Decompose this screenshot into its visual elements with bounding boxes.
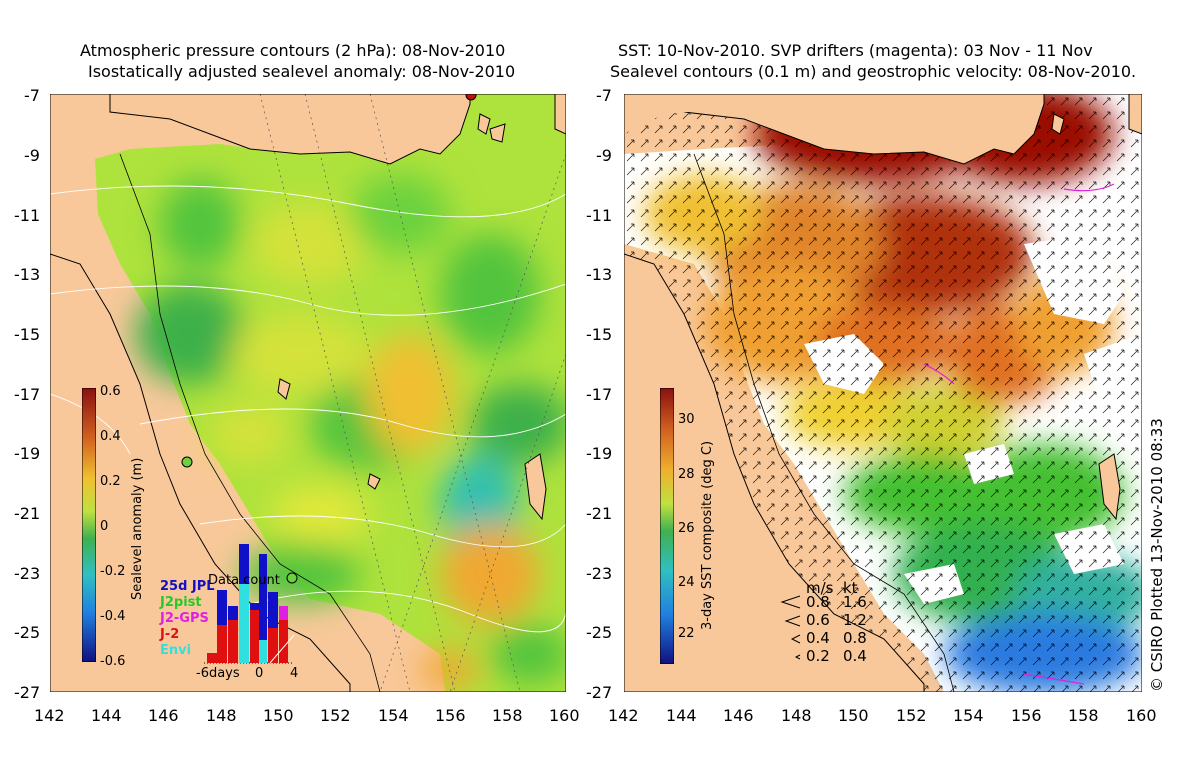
right-y-tick: -25 xyxy=(586,623,613,642)
left-y-tick: -25 xyxy=(14,623,41,642)
sealevel-anomaly-map-graphic xyxy=(49,93,567,693)
sealevel-colorbar-ramp xyxy=(81,387,97,663)
inset-legend-25d-jpl: 25d JPL xyxy=(160,579,215,594)
vector-key-kt-value: 1.6 xyxy=(843,593,867,611)
left-y-tick: -15 xyxy=(14,325,41,344)
left-y-tick: -9 xyxy=(24,146,40,165)
sst-colorbar-tick: 30 xyxy=(678,412,695,427)
data-count-histogram xyxy=(204,544,295,664)
left-x-tick: 150 xyxy=(263,706,294,725)
sealevel-colorbar xyxy=(81,387,97,663)
inset-axis-label: 0 xyxy=(255,666,264,681)
inset-legend-j2pist: J2pist xyxy=(160,595,202,610)
sst-colorbar-ramp xyxy=(659,387,675,665)
sla-colorbar-tick: -0.6 xyxy=(100,654,126,669)
right-y-tick: -15 xyxy=(586,325,613,344)
left-x-tick: 144 xyxy=(91,706,122,725)
right-x-tick: 142 xyxy=(608,706,639,725)
left-y-tick: -27 xyxy=(14,683,41,702)
right-y-tick: -13 xyxy=(586,265,613,284)
left-y-tick: -7 xyxy=(24,86,40,105)
left-x-tick: 152 xyxy=(320,706,351,725)
left-y-tick: -11 xyxy=(14,206,41,225)
right-y-tick: -27 xyxy=(586,683,613,702)
sla-colorbar-tick: 0.2 xyxy=(100,474,121,489)
right-x-tick: 156 xyxy=(1011,706,1042,725)
right-x-tick: 148 xyxy=(781,706,812,725)
vector-key-header-ms: m/s xyxy=(806,579,834,597)
left-title-line1: Atmospheric pressure contours (2 hPa): 0… xyxy=(80,41,506,60)
left-x-tick: 160 xyxy=(549,706,580,725)
inset-axis-label: 4 xyxy=(290,666,299,681)
left-x-tick: 146 xyxy=(148,706,179,725)
left-x-tick: 148 xyxy=(206,706,237,725)
vector-key-kt-value: 0.8 xyxy=(843,629,867,647)
sst-colorbar-label: 3-day SST composite (deg C) xyxy=(700,440,715,630)
inset-legend-envi: Envi xyxy=(160,643,192,658)
right-x-tick: 152 xyxy=(896,706,927,725)
sst-colorbar-tick: 22 xyxy=(678,626,695,641)
right-y-tick: -19 xyxy=(586,444,613,463)
vector-key-ms-value: 0.2 xyxy=(806,647,830,665)
sst-map-graphic xyxy=(623,93,1143,693)
left-title-line2: Isostatically adjusted sealevel anomaly:… xyxy=(88,62,516,81)
left-y-tick: -23 xyxy=(14,564,41,583)
inset-legend-j2-gps: J2-GPS xyxy=(160,611,209,626)
vector-key-ms-value: 0.4 xyxy=(806,629,830,647)
sst-colorbar xyxy=(659,387,675,665)
right-y-tick: -23 xyxy=(586,564,613,583)
right-y-tick: -17 xyxy=(586,385,613,404)
left-y-tick: -19 xyxy=(14,444,41,463)
right-x-tick: 158 xyxy=(1068,706,1099,725)
left-y-tick: -17 xyxy=(14,385,41,404)
vector-key-ms-value: 0.8 xyxy=(806,593,830,611)
vector-key-header-kt: kt xyxy=(843,579,858,597)
right-x-tick: 150 xyxy=(838,706,869,725)
sst-colorbar-tick: 24 xyxy=(678,575,695,590)
data-count-inset xyxy=(160,540,300,690)
left-y-tick: -21 xyxy=(14,504,41,523)
left-x-tick: 156 xyxy=(435,706,466,725)
inset-title: Data count xyxy=(208,573,280,588)
right-y-tick: -9 xyxy=(596,146,612,165)
vector-key-arrows xyxy=(776,594,806,666)
sst-colorbar-tick: 28 xyxy=(678,467,695,482)
left-y-tick: -13 xyxy=(14,265,41,284)
sla-colorbar-tick: -0.2 xyxy=(100,564,126,579)
left-x-tick: 158 xyxy=(492,706,523,725)
inset-axis-label: -6days xyxy=(196,666,240,681)
vector-key-kt-value: 1.2 xyxy=(843,611,867,629)
vector-key-ms-value: 0.6 xyxy=(806,611,830,629)
left-x-tick: 154 xyxy=(378,706,409,725)
sla-colorbar-tick: -0.4 xyxy=(100,609,126,624)
sla-colorbar-tick: 0.4 xyxy=(100,429,121,444)
left-x-tick: 142 xyxy=(34,706,65,725)
right-title-line1: SST: 10-Nov-2010. SVP drifters (magenta)… xyxy=(618,41,1093,60)
sst-colorbar-tick: 26 xyxy=(678,521,695,536)
right-x-tick: 146 xyxy=(723,706,754,725)
inset-legend-j-2: J-2 xyxy=(160,627,180,642)
vector-key-arrow-glyphs xyxy=(780,595,801,660)
plot-credit: © CSIRO Plotted 13-Nov-2010 08:33 xyxy=(1148,418,1166,692)
right-y-tick: -7 xyxy=(596,86,612,105)
sla-colorbar-label: Sealevel anomaly (m) xyxy=(130,457,145,600)
right-y-tick: -11 xyxy=(586,206,613,225)
right-x-tick: 144 xyxy=(666,706,697,725)
vector-key-kt-value: 0.4 xyxy=(843,647,867,665)
right-x-tick: 154 xyxy=(953,706,984,725)
sealevel-anomaly-map xyxy=(49,93,567,693)
right-title-line2: Sealevel contours (0.1 m) and geostrophi… xyxy=(610,62,1137,81)
sst-map xyxy=(623,93,1143,693)
right-x-tick: 160 xyxy=(1126,706,1157,725)
sla-colorbar-tick: 0.6 xyxy=(100,384,121,399)
sla-colorbar-tick: 0 xyxy=(100,519,109,534)
right-y-tick: -21 xyxy=(586,504,613,523)
